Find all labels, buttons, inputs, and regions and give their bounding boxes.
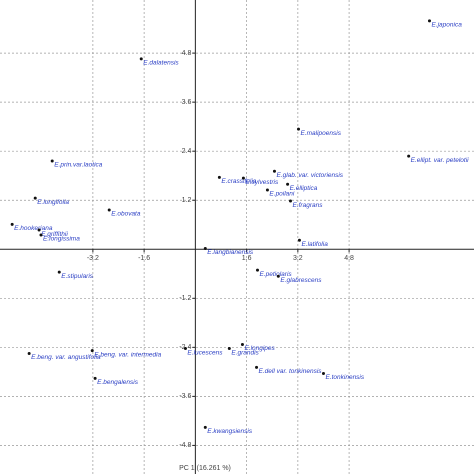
point: [255, 365, 259, 369]
y-tick-label: 4.8: [182, 50, 192, 57]
x-tick-label: 1.6: [242, 255, 252, 262]
point-label: E.ellipt. var. petelotii: [411, 157, 469, 164]
point-label: E.longipes: [244, 345, 275, 352]
point-label: E.longifolia: [37, 199, 69, 206]
point: [27, 351, 31, 355]
point: [407, 154, 411, 158]
point-label: E.bengalensis: [97, 379, 139, 386]
point-label: E.grandis: [231, 349, 259, 356]
point: [93, 376, 97, 380]
point-label: E.lucescens: [187, 349, 223, 356]
point: [296, 127, 300, 131]
point: [217, 175, 221, 179]
point: [50, 159, 54, 163]
point-label: E.dell var. tonkinensis: [259, 368, 323, 375]
point-label: E.stipularis: [61, 273, 94, 280]
point-label: E.langbianensis: [207, 249, 254, 256]
point: [240, 342, 244, 346]
point: [90, 349, 94, 353]
x-tick-label: 3.2: [293, 255, 303, 262]
point-label: E.prin.var.laotica: [54, 162, 103, 169]
y-tick-label: -4.8: [179, 442, 191, 449]
point-label: E.longissima: [43, 236, 80, 243]
y-tick-label: 3.6: [182, 99, 192, 106]
point-label: E.kwangsiensis: [207, 428, 253, 435]
point-label: E.japonica: [431, 22, 462, 29]
point: [203, 425, 207, 429]
point: [203, 246, 207, 250]
point: [255, 268, 259, 272]
y-tick-label: -3.6: [179, 393, 191, 400]
point-label: E.griffithii: [41, 231, 68, 238]
point: [288, 199, 292, 203]
point: [272, 169, 276, 173]
point-label: E.beng. var. angustifolia: [31, 354, 101, 361]
y-tick-label: 1.2: [182, 197, 192, 204]
point-label: E.glabrescens: [280, 277, 322, 284]
point: [241, 176, 245, 180]
point: [286, 182, 290, 186]
point: [57, 270, 61, 274]
point-label: E.beng. var. intermedia: [94, 351, 161, 358]
point-label: E.dalatensis: [143, 60, 179, 67]
point-label: E.tonkinensis: [325, 374, 364, 381]
point: [107, 208, 111, 212]
point-label: E.obovata: [111, 211, 141, 218]
point: [10, 222, 14, 226]
point: [227, 347, 231, 351]
point-label: E.glab. var. victoriensis: [276, 172, 343, 179]
point: [265, 188, 269, 192]
point: [37, 228, 41, 232]
point-label: E.poilani: [269, 191, 294, 198]
y-tick-label: -1.2: [179, 295, 191, 302]
x-axis-label: PC 1 (16.261 %): [179, 465, 231, 472]
point-label: E.fragrans: [292, 202, 323, 209]
point: [39, 233, 43, 237]
point-label: E.sylvestris: [245, 179, 279, 186]
y-tick-label: 2.4: [182, 148, 192, 155]
point: [321, 371, 325, 375]
point-label: E.hookeriana: [14, 225, 53, 232]
point-label: E.malipoensis: [300, 130, 341, 137]
point: [139, 57, 143, 61]
point-label: E.latifolia: [301, 241, 328, 248]
point: [427, 19, 431, 23]
point-label: E.elliptica: [290, 185, 318, 192]
point-label: E.crassifolia: [221, 178, 256, 185]
point-label: E.petiolaris: [259, 271, 292, 278]
x-tick-label: 4.8: [344, 255, 354, 262]
point: [183, 347, 187, 351]
x-tick-label: -1.6: [138, 255, 150, 262]
point: [33, 196, 37, 200]
point: [276, 274, 280, 278]
x-tick-label: -3.2: [87, 255, 99, 262]
point: [297, 238, 301, 242]
